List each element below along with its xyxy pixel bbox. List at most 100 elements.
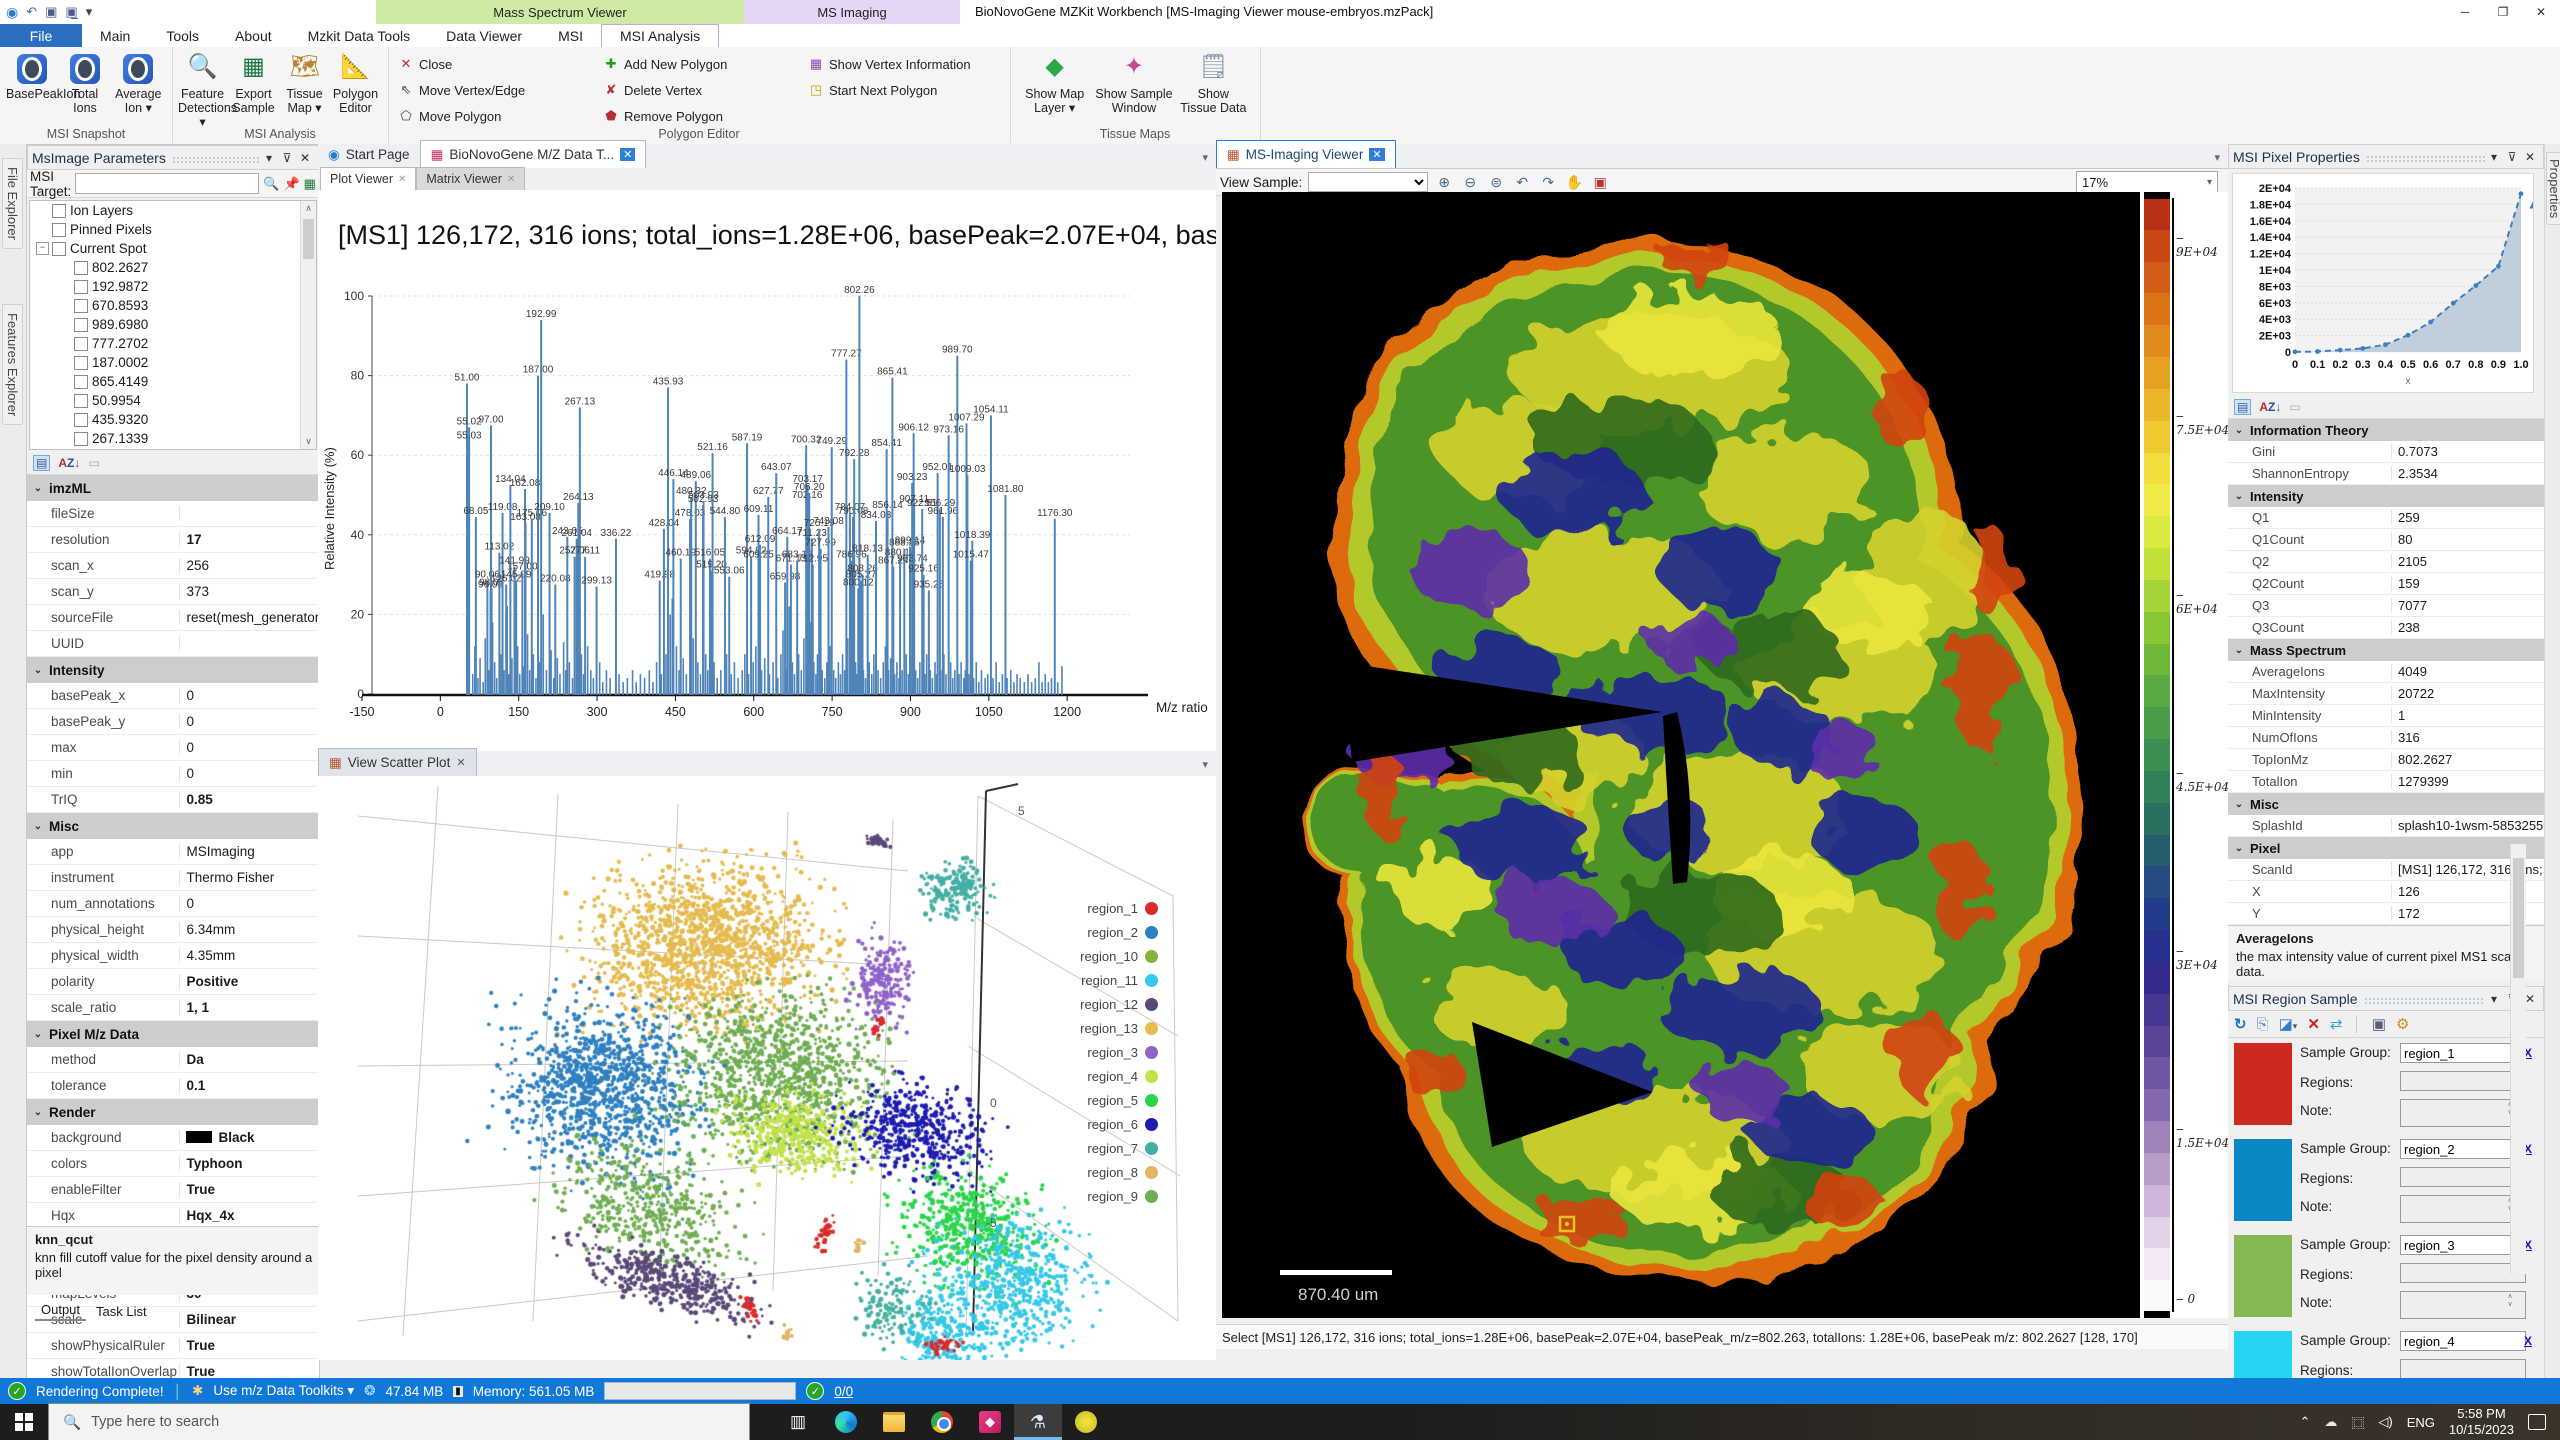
undo-icon[interactable]: ↶ [26, 4, 38, 19]
flask-app-icon[interactable]: ⚗ [1014, 1404, 1062, 1440]
tree-node-pinned-pixels[interactable]: Pinned Pixels [30, 220, 316, 239]
pin-icon[interactable]: ⊽ [282, 150, 292, 165]
save-all-icon[interactable]: ▣̲ [65, 4, 78, 19]
category-collapse-icon[interactable]: ⌄ [2234, 798, 2244, 810]
tab-task-list[interactable]: Task List [96, 1304, 147, 1319]
category-collapse-icon[interactable]: ⌄ [33, 1106, 43, 1118]
regions-input[interactable] [2400, 1359, 2526, 1379]
category-collapse-icon[interactable]: ⌄ [33, 820, 43, 832]
window-position-icon[interactable]: ▾ [265, 150, 273, 165]
tree-checkbox[interactable] [74, 393, 88, 408]
property-category[interactable]: ⌄ Intensity [2228, 485, 2544, 507]
ribbon-button-basepeakion[interactable]: BasePeakIon [6, 51, 80, 125]
property-row[interactable]: basePeak_y 0 [27, 709, 319, 735]
tree-checkbox[interactable] [74, 431, 88, 446]
tab-start-page[interactable]: ◉ Start Page [328, 146, 410, 163]
tab-mz-data[interactable]: ▦ BioNovoGene M/Z Data T... ✕ [419, 140, 647, 168]
property-row[interactable]: polarity Positive [27, 969, 319, 995]
property-row[interactable]: SplashId splash10-1wsm-5853255969-d [2228, 815, 2544, 837]
menu-item-msi[interactable]: MSI [558, 27, 583, 44]
property-row[interactable]: Q1Count 80 [2228, 529, 2544, 551]
property-row[interactable]: X 126 [2228, 881, 2544, 903]
property-row[interactable]: TrIQ 0.85 [27, 787, 319, 813]
ribbon-button-move-polygon[interactable]: ⬠ Move Polygon [398, 105, 501, 127]
tree-node-mz[interactable]: 670.8593 [30, 296, 316, 315]
tree-node-mz[interactable]: 777.2702 [30, 334, 316, 353]
sidebar-tab-features-explorer[interactable]: Features Explorer [2, 304, 23, 426]
tray-chevron-icon[interactable]: ⌃ [2299, 1414, 2311, 1429]
remove-group-link[interactable]: X [2524, 1334, 2533, 1348]
sidebar-tab-file-explorer[interactable]: File Explorer [2, 158, 23, 249]
ion-layers-tree[interactable]: Ion Layers Pinned Pixels − Current Spot 802.… [29, 200, 317, 450]
category-collapse-icon[interactable]: ⌄ [33, 482, 43, 494]
scatter-tab-dropdown-icon[interactable]: ▾ [1202, 759, 1208, 771]
ribbon-button-feature-detections-[interactable]: 🔍 Feature Detections ▾ [178, 53, 238, 129]
tree-node-mz[interactable]: 435.9320 [30, 410, 316, 429]
close-panel-icon[interactable]: ✕ [2524, 149, 2536, 164]
category-collapse-icon[interactable]: ⌄ [2234, 490, 2244, 502]
property-row[interactable]: physical_width 4.35mm [27, 943, 319, 969]
property-row[interactable]: Q3 7077 [2228, 595, 2544, 617]
close-button[interactable]: ✕ [2535, 5, 2547, 19]
tree-scrollbar[interactable]: ∧ ∨ [300, 201, 316, 449]
qat-dropdown-icon[interactable]: ▾ [85, 4, 93, 19]
property-row[interactable]: fileSize [27, 501, 319, 527]
tree-checkbox[interactable] [52, 222, 66, 237]
minimize-button[interactable]: ─ [2460, 5, 2470, 19]
category-collapse-icon[interactable]: ⌄ [33, 664, 43, 676]
region-color-swatch[interactable] [2234, 1043, 2292, 1125]
tree-node-mz[interactable]: 192.9872 [30, 277, 316, 296]
property-row[interactable]: ShannonEntropy 2.3534 [2228, 463, 2544, 485]
region-color-swatch[interactable] [2234, 1139, 2292, 1221]
excel-export-icon[interactable]: ▦ [303, 175, 316, 191]
edge-icon[interactable] [822, 1404, 870, 1440]
close-tab-icon[interactable]: ✕ [620, 148, 636, 161]
remove-group-link[interactable]: X [2524, 1046, 2533, 1060]
menu-item-msi-analysis[interactable]: MSI Analysis [601, 24, 720, 47]
category-collapse-icon[interactable]: ⌄ [2234, 842, 2244, 854]
sort-az-icon[interactable]: AZ↓ [58, 456, 81, 470]
ribbon-button-show-tissue-data[interactable]: 🗒 Show Tissue Data [1180, 53, 1247, 115]
property-row[interactable]: app MSImaging [27, 839, 319, 865]
category-collapse-icon[interactable]: ⌄ [33, 1028, 43, 1040]
property-row[interactable]: Q2 2105 [2228, 551, 2544, 573]
save-region-icon[interactable]: ▣ [2371, 1016, 2387, 1033]
ribbon-button-close[interactable]: ✕ Close [398, 53, 453, 75]
property-category[interactable]: ⌄ Mass Spectrum [2228, 639, 2544, 661]
maximize-button[interactable]: ❐ [2497, 5, 2509, 19]
close-imaging-tab-icon[interactable]: ✕ [1369, 148, 1385, 161]
polygon-tool-icon[interactable]: ◪▾ [2278, 1016, 2298, 1033]
menu-item-about[interactable]: About [235, 27, 272, 44]
imaging-tab-dropdown-icon[interactable]: ▾ [2214, 152, 2220, 164]
tree-checkbox[interactable] [74, 336, 88, 351]
regions-input[interactable] [2400, 1263, 2526, 1283]
context-tab-mass-spectrum-viewer[interactable]: Mass Spectrum Viewer [376, 0, 744, 24]
regions-input[interactable] [2400, 1167, 2526, 1187]
property-row[interactable]: TotalIon 1279399 [2228, 771, 2544, 793]
property-row[interactable]: AverageIons 4049 [2228, 661, 2544, 683]
sample-group-input[interactable] [2400, 1235, 2526, 1255]
tree-node-mz[interactable]: 267.1339 [30, 429, 316, 448]
tab-matrix-viewer[interactable]: Matrix Viewer ✕ [416, 167, 526, 190]
ribbon-button-total-ions[interactable]: Total Ions [59, 51, 110, 125]
save-icon[interactable]: ▣ [45, 4, 58, 19]
search-icon[interactable]: 🔍 [263, 175, 280, 191]
property-row[interactable]: TopIonMz 802.2627 [2228, 749, 2544, 771]
rotate-right-icon[interactable]: ↷ [1542, 173, 1555, 190]
property-category[interactable]: ⌄ imzML [27, 475, 319, 501]
tree-node-mz[interactable]: 50.9954 [30, 391, 316, 410]
remove-group-link[interactable]: X [2524, 1142, 2533, 1156]
tree-node-mz[interactable]: 865.4149 [30, 372, 316, 391]
toolkit-menu[interactable]: Use m/z Data Toolkits ▾ [213, 1383, 355, 1398]
tab-plot-viewer[interactable]: Plot Viewer ✕ [320, 167, 417, 190]
tree-node-ion-layers[interactable]: Ion Layers [30, 201, 316, 220]
region-scrollbar[interactable] [2510, 844, 2526, 1274]
ribbon-button-remove-polygon[interactable]: ⬟ Remove Polygon [603, 105, 723, 127]
pin-icon[interactable]: ⊽ [2507, 149, 2517, 164]
property-row[interactable]: max 0 [27, 735, 319, 761]
crop-region-icon[interactable]: ▣ [1593, 173, 1607, 190]
app-pink-icon[interactable]: ◆ [966, 1404, 1014, 1440]
menu-item-tools[interactable]: Tools [166, 27, 200, 44]
property-row[interactable]: instrument Thermo Fisher [27, 865, 319, 891]
property-row[interactable]: physical_height 6.34mm [27, 917, 319, 943]
